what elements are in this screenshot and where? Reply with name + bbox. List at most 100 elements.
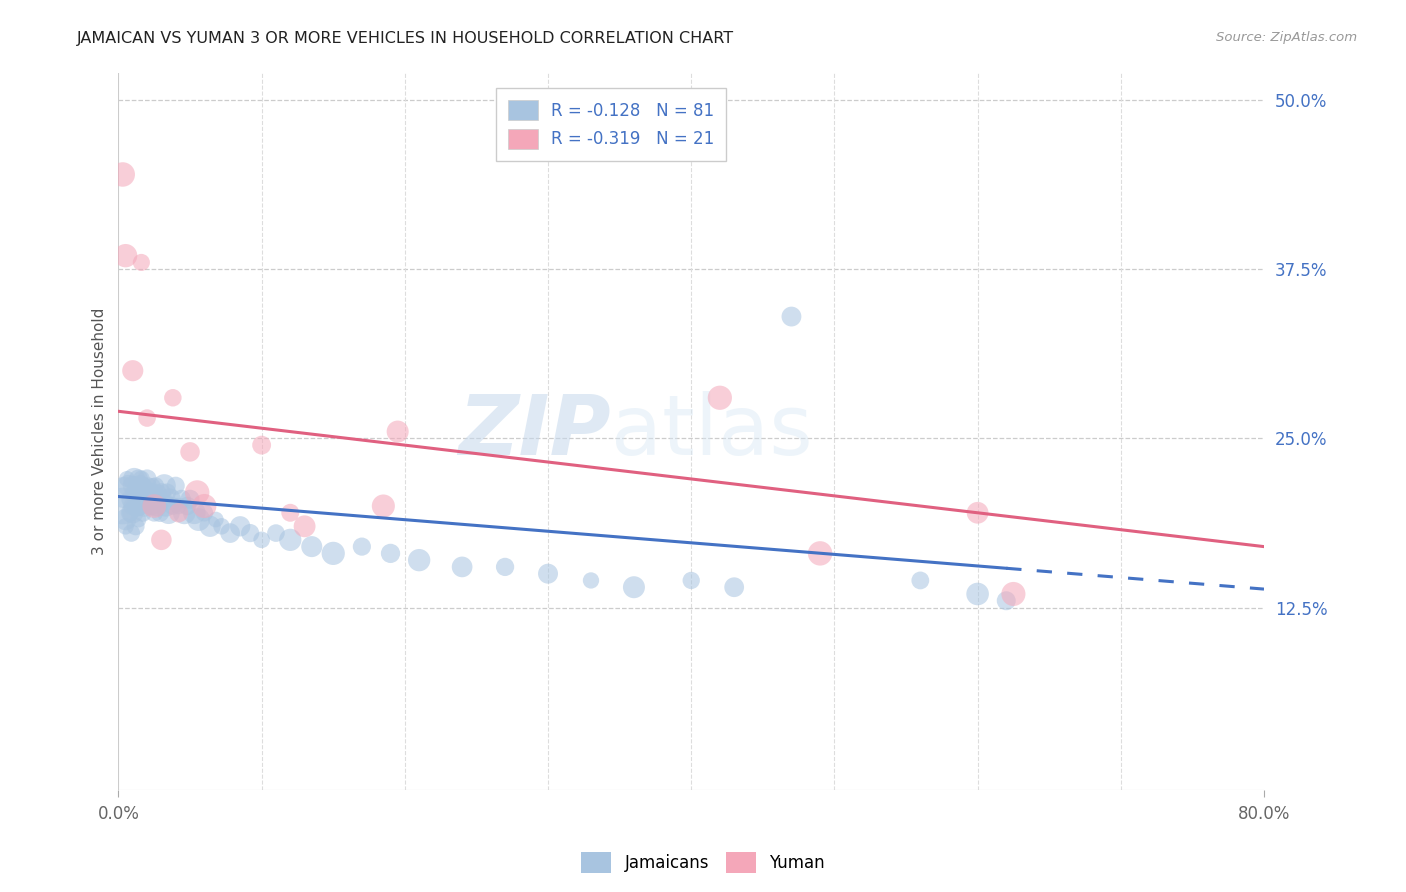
Point: [155, 499, 177, 513]
Point: [129, 479, 152, 493]
Point: [114, 519, 136, 533]
Point: [229, 519, 252, 533]
Point: [112, 485, 135, 500]
Point: [149, 506, 172, 520]
Point: [136, 472, 159, 486]
Point: [124, 519, 146, 533]
Point: [250, 438, 273, 452]
Point: [167, 506, 190, 520]
Point: [173, 506, 195, 520]
Point: [278, 506, 301, 520]
Text: atlas: atlas: [612, 391, 813, 472]
Point: [145, 479, 167, 493]
Point: [179, 445, 201, 459]
Point: [148, 485, 170, 500]
Point: [780, 310, 803, 324]
Point: [910, 574, 932, 588]
Point: [159, 492, 181, 507]
Point: [537, 566, 560, 581]
Point: [193, 506, 215, 520]
Point: [183, 506, 205, 520]
Legend: R = -0.128   N = 81, R = -0.319   N = 21: R = -0.128 N = 81, R = -0.319 N = 21: [496, 88, 725, 161]
Point: [136, 492, 159, 507]
Point: [114, 249, 136, 263]
Point: [153, 479, 176, 493]
Point: [121, 499, 143, 513]
Point: [186, 485, 208, 500]
Point: [111, 168, 134, 182]
Point: [211, 519, 233, 533]
Point: [380, 546, 402, 560]
Point: [162, 391, 184, 405]
Point: [122, 472, 145, 486]
Point: [129, 499, 152, 513]
Point: [157, 506, 180, 520]
Point: [350, 540, 373, 554]
Point: [127, 512, 149, 526]
Point: [143, 499, 166, 513]
Point: [139, 485, 162, 500]
Text: JAMAICAN VS YUMAN 3 OR MORE VEHICLES IN HOUSEHOLD CORRELATION CHART: JAMAICAN VS YUMAN 3 OR MORE VEHICLES IN …: [77, 31, 734, 46]
Point: [494, 560, 516, 574]
Point: [141, 499, 163, 513]
Point: [966, 587, 988, 601]
Point: [134, 499, 156, 513]
Point: [142, 479, 165, 493]
Point: [150, 485, 173, 500]
Point: [134, 479, 156, 493]
Point: [451, 560, 474, 574]
Point: [198, 519, 221, 533]
Text: ZIP: ZIP: [458, 391, 612, 472]
Point: [723, 580, 745, 594]
Y-axis label: 3 or more Vehicles in Household: 3 or more Vehicles in Household: [93, 308, 107, 556]
Point: [294, 519, 316, 533]
Point: [121, 479, 143, 493]
Point: [167, 499, 190, 513]
Point: [127, 472, 149, 486]
Point: [143, 506, 166, 520]
Legend: Jamaicans, Yuman: Jamaicans, Yuman: [575, 846, 831, 880]
Point: [138, 479, 160, 493]
Point: [131, 485, 153, 500]
Point: [121, 364, 143, 378]
Point: [966, 506, 988, 520]
Point: [117, 479, 139, 493]
Point: [579, 574, 602, 588]
Point: [1002, 587, 1025, 601]
Point: [125, 499, 148, 513]
Point: [219, 526, 242, 541]
Point: [322, 546, 344, 560]
Point: [373, 499, 395, 513]
Point: [143, 492, 166, 507]
Point: [995, 593, 1018, 607]
Point: [278, 533, 301, 547]
Point: [165, 479, 187, 493]
Point: [250, 533, 273, 547]
Point: [162, 499, 184, 513]
Point: [204, 512, 226, 526]
Point: [131, 472, 153, 486]
Point: [125, 479, 148, 493]
Point: [146, 499, 169, 513]
Point: [121, 506, 143, 520]
Point: [193, 499, 215, 513]
Point: [131, 255, 153, 269]
Point: [176, 499, 198, 513]
Point: [179, 492, 201, 507]
Point: [301, 540, 323, 554]
Point: [111, 499, 134, 513]
Point: [187, 512, 209, 526]
Point: [132, 506, 155, 520]
Point: [808, 546, 831, 560]
Point: [170, 492, 193, 507]
Point: [387, 425, 409, 439]
Point: [623, 580, 645, 594]
Point: [136, 411, 159, 425]
Point: [264, 526, 287, 541]
Point: [115, 472, 138, 486]
Point: [120, 492, 142, 507]
Point: [120, 526, 142, 541]
Point: [681, 574, 703, 588]
Point: [156, 485, 179, 500]
Point: [709, 391, 731, 405]
